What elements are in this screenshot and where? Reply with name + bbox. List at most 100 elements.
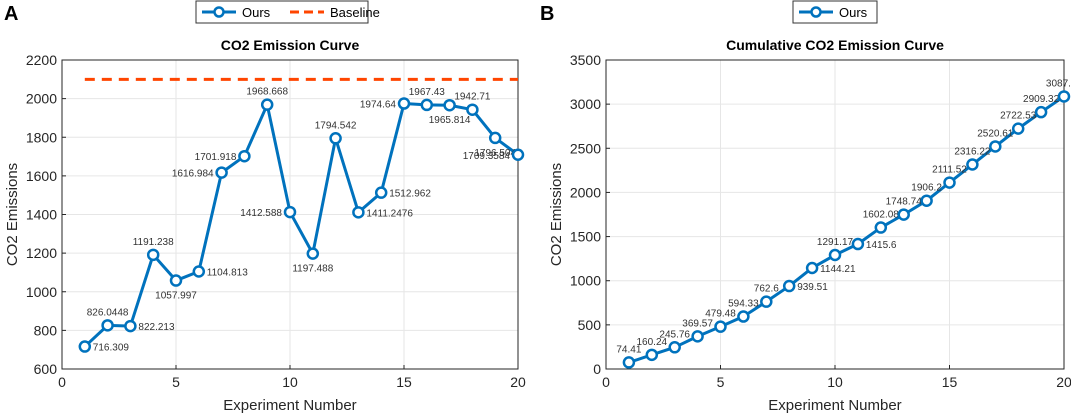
data-label: 2909.32: [1023, 94, 1060, 105]
chart-title: Cumulative CO2 Emission Curve: [726, 37, 944, 53]
data-point: [124, 319, 137, 333]
data-label: 1197.488: [292, 264, 333, 275]
data-label: 1616.984: [172, 169, 214, 180]
x-tick-label: 15: [942, 374, 958, 390]
y-tick-label: 500: [578, 317, 602, 333]
x-tick-label: 15: [396, 374, 412, 390]
panel-label: B: [540, 3, 554, 25]
data-point: [352, 206, 365, 219]
y-tick-label: 1400: [26, 207, 57, 223]
data-label: 1796.504: [474, 148, 516, 159]
data-point: [306, 247, 320, 260]
panel-label: A: [4, 3, 18, 25]
data-label: 160.24: [637, 337, 668, 348]
data-label: 369.57: [682, 318, 713, 329]
data-point: [874, 221, 888, 234]
legend-label: Ours: [839, 5, 868, 20]
chart-title: CO2 Emission Curve: [221, 37, 360, 53]
data-point: [828, 248, 842, 262]
data-point: [920, 194, 933, 207]
data-point: [169, 274, 183, 287]
data-label: 1512.962: [389, 189, 431, 200]
x-tick-label: 0: [58, 374, 66, 390]
data-point: [989, 140, 1002, 153]
data-point: [622, 356, 636, 369]
data-point: [1057, 90, 1071, 103]
data-label: 1709.3584: [463, 151, 511, 162]
data-label: 762.6: [754, 284, 779, 295]
data-point: [511, 148, 525, 162]
data-label: 2111.52: [932, 165, 967, 176]
y-tick-label: 1500: [570, 229, 601, 245]
x-tick-label: 5: [717, 374, 725, 390]
y-axis-label: CO2 Emissions: [4, 163, 21, 266]
data-point: [260, 98, 274, 111]
data-label: 822.213: [138, 322, 175, 333]
data-label: 1794.542: [315, 120, 357, 131]
y-tick-label: 2500: [570, 140, 601, 156]
data-point: [760, 295, 773, 308]
data-point: [897, 208, 910, 221]
data-point: [215, 166, 228, 179]
legend: Ours Baseline: [195, 0, 380, 24]
data-label: 74.41: [616, 344, 641, 355]
y-tick-label: 1000: [570, 273, 601, 289]
data-label: 716.309: [93, 343, 130, 354]
data-point: [420, 98, 434, 112]
legend-box: [195, 0, 369, 24]
y-tick-label: 0: [593, 361, 601, 377]
x-tick-label: 10: [282, 374, 298, 390]
y-axis-label: CO2 Emissions: [548, 163, 565, 266]
data-label: 594.33: [728, 299, 759, 310]
legend-box: [792, 0, 878, 24]
data-point: [805, 261, 819, 275]
data-label: 1748.74: [886, 197, 923, 208]
x-tick-label: 10: [827, 374, 843, 390]
data-point: [645, 348, 659, 362]
data-point: [1011, 122, 1025, 135]
x-axis-label: Experiment Number: [768, 397, 901, 414]
data-label: 1701.918: [195, 152, 237, 163]
data-point: [488, 131, 502, 145]
y-tick-label: 3000: [570, 96, 601, 112]
data-point: [78, 340, 92, 353]
data-point: [851, 237, 865, 251]
data-point: [782, 279, 796, 293]
y-tick-label: 2000: [26, 91, 57, 107]
x-tick-label: 5: [172, 374, 180, 390]
x-axis-label: Experiment Number: [223, 397, 356, 414]
data-label: 1144.21: [820, 264, 856, 275]
chart-panel-b: B 0 5 10 15 20 0 500 1000 1500 2000 2500 3000 3500 Cum…: [540, 0, 1071, 414]
data-label: 1906.2: [911, 183, 942, 194]
legend-marker: [213, 6, 225, 18]
legend-label: Ours: [242, 5, 271, 20]
data-point: [966, 158, 979, 171]
data-label: 1104.813: [207, 268, 248, 279]
data-label: 2722.53: [1000, 111, 1037, 122]
y-tick-label: 2000: [570, 184, 601, 200]
data-point: [443, 98, 456, 112]
y-tick-label: 1000: [26, 284, 57, 300]
data-label: 1965.814: [429, 115, 471, 126]
data-label: 1415.6: [866, 240, 897, 251]
data-point: [146, 248, 160, 262]
data-label: 245.76: [659, 329, 690, 340]
data-point: [101, 319, 114, 332]
data-label: 1968.668: [246, 87, 288, 98]
data-point: [737, 310, 750, 323]
chart-panel-a: A 0 5 10 15 20 600 800 1000 1200 1400 1600 1800 2000 2…: [4, 0, 526, 414]
data-label: 479.48: [705, 309, 736, 320]
y-tick-label: 3500: [570, 52, 601, 68]
data-label: 2520.61: [977, 128, 1014, 139]
data-label: 939.51: [797, 282, 828, 293]
data-label: 1411.2476: [366, 208, 413, 219]
data-label: 1967.43: [409, 87, 446, 98]
data-label: 1602.08: [863, 210, 900, 221]
data-point: [329, 132, 342, 145]
data-label: 1412.588: [240, 208, 282, 219]
y-tick-label: 1600: [26, 168, 57, 184]
legend-label: Baseline: [330, 5, 380, 20]
data-point: [192, 265, 206, 278]
